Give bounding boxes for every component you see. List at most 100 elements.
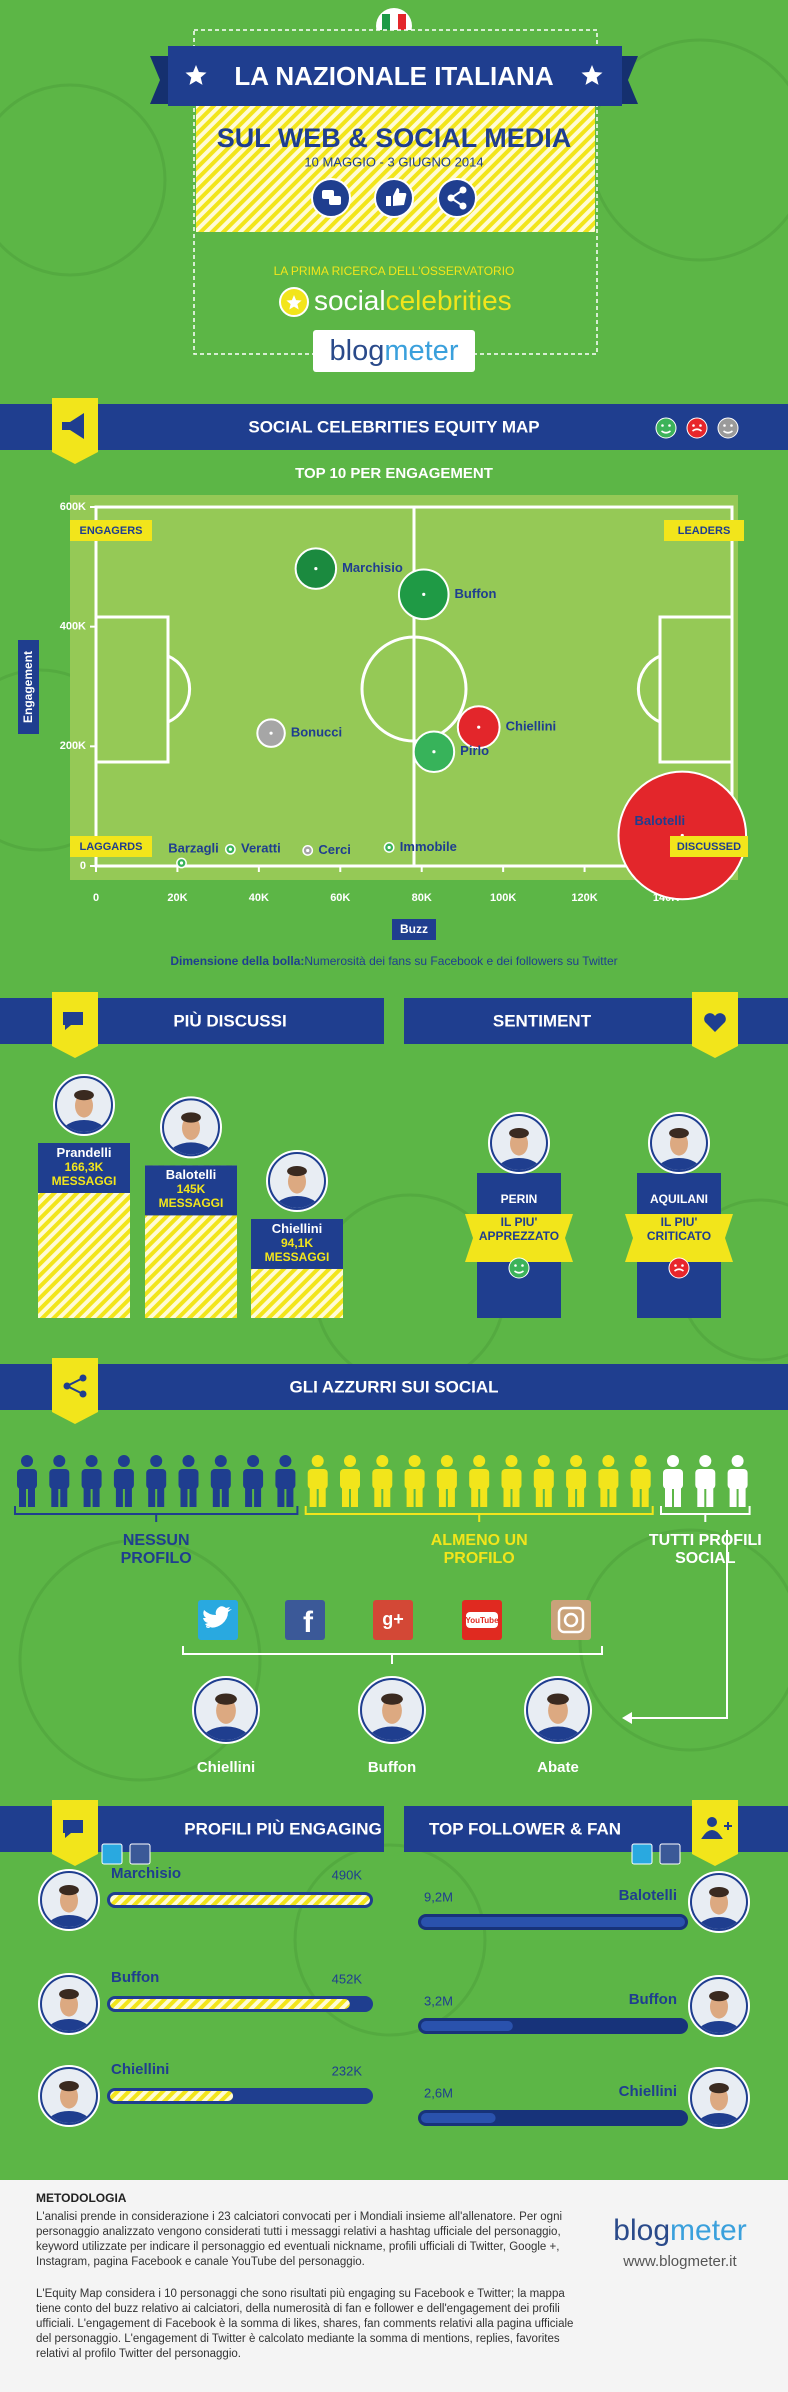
person-icon: [727, 1455, 748, 1507]
person-icon: [404, 1455, 425, 1507]
avatar: [38, 1869, 100, 1931]
person-icon: [598, 1455, 619, 1507]
person-icon: [113, 1455, 134, 1507]
person-head: [182, 1455, 195, 1467]
avatar-shirt: [61, 1120, 107, 1132]
person-leg: [544, 1487, 552, 1507]
person-leg: [729, 1487, 737, 1507]
sentiment-label: IL PIU' CRITICATO: [646, 1215, 712, 1243]
section-title: SOCIAL CELEBRITIES EQUITY MAP: [248, 417, 539, 436]
row-value-label: 9,2M: [424, 1889, 453, 1904]
row-name: Chiellini: [619, 2083, 677, 2100]
network-bracket: [182, 1646, 603, 1664]
smiley-mouth: [674, 1268, 684, 1272]
person-leg: [342, 1487, 349, 1507]
pitch-line: [658, 615, 734, 764]
avatar-hair: [381, 1693, 403, 1705]
person-body: [113, 1469, 134, 1489]
person-leg: [51, 1487, 59, 1507]
avatar-shirt: [46, 2019, 92, 2031]
bar-value-label: 145K: [176, 1182, 206, 1197]
quadrant-tag: [670, 836, 748, 857]
avatar-shirt: [696, 1917, 742, 1929]
person-body: [598, 1469, 619, 1489]
avatar: [53, 1074, 115, 1136]
smiley-eye: [681, 1264, 684, 1267]
person-leg: [480, 1487, 488, 1507]
avatar-photo: [42, 2069, 96, 2123]
user-icon: [707, 1817, 717, 1827]
person-leg: [124, 1487, 132, 1507]
logo: blogmeter: [330, 335, 459, 367]
person-body: [663, 1469, 683, 1489]
logo-part: meter: [670, 2214, 747, 2247]
person-icon: [146, 1455, 167, 1507]
person-head: [537, 1455, 550, 1467]
person-leg: [212, 1487, 220, 1507]
network-label: YouTube: [465, 1616, 499, 1625]
bubble-center: [314, 567, 318, 571]
person-body: [501, 1469, 522, 1489]
avatar: [688, 2067, 750, 2129]
pitch-line: [636, 654, 661, 724]
person-icon: [307, 1455, 328, 1507]
person-icon: [436, 1455, 457, 1507]
footer-logo: blogmeter: [613, 2214, 746, 2247]
pitch-line: [167, 654, 192, 724]
flag-red: [398, 14, 406, 38]
person-icon: [501, 1455, 522, 1507]
instagram-glyph: [557, 1606, 585, 1634]
section-title: TOP FOLLOWER & FAN: [429, 1819, 621, 1838]
logo-part: meter: [384, 335, 458, 367]
avatar-hair: [509, 1128, 529, 1139]
person-body: [340, 1469, 360, 1489]
bubble-center: [269, 731, 273, 735]
y-axis-title-box: [18, 640, 39, 734]
user-icon: [701, 1822, 732, 1839]
bar-label-box: [38, 1143, 130, 1193]
person-leg: [309, 1487, 317, 1507]
progress-bar: [110, 2091, 234, 2101]
avatar-hair: [547, 1693, 569, 1705]
avatar-hair: [74, 1090, 94, 1101]
bubble-label: Bonucci: [291, 725, 342, 740]
flag-white: [390, 14, 398, 38]
person-icon: [178, 1455, 199, 1507]
smiley: [508, 1257, 530, 1279]
avatar-hair: [59, 2081, 79, 2092]
bubble-center: [422, 592, 426, 596]
youtube-plate: [466, 1612, 498, 1628]
heart-icon: [704, 1013, 726, 1032]
x-axis-title-box: [392, 919, 436, 940]
chat-icon: [63, 1012, 83, 1030]
network-icon: [551, 1600, 591, 1640]
avatar-photo: [42, 1977, 96, 2031]
person-head: [602, 1455, 615, 1467]
row-value-label: 452K: [332, 1971, 363, 1986]
person-body: [210, 1469, 231, 1489]
player-name: Chiellini: [197, 1759, 255, 1776]
smiley: [655, 417, 677, 439]
person-body: [727, 1469, 748, 1489]
person-body: [178, 1469, 199, 1489]
bubble-center: [387, 845, 391, 850]
y-axis-title: Engagement: [21, 651, 35, 723]
person-head: [408, 1455, 421, 1467]
x-tick-label: 40K: [249, 892, 269, 904]
person-head: [699, 1455, 712, 1467]
person-head: [473, 1455, 486, 1467]
avatar-shirt: [533, 1726, 583, 1740]
avatar-hair: [709, 1991, 729, 2002]
avatar-shirt: [496, 1158, 542, 1170]
person-leg: [245, 1487, 253, 1507]
person-leg: [674, 1487, 681, 1507]
person-leg: [438, 1487, 446, 1507]
group-bracket: [660, 1506, 751, 1522]
section-banner: [0, 1364, 788, 1410]
person-icon: [469, 1455, 490, 1507]
person-body: [372, 1469, 393, 1489]
row-name: Balotelli: [619, 1887, 677, 1904]
bubble-label: Cerci: [318, 842, 351, 857]
avatar-hair: [287, 1165, 307, 1177]
person-leg: [641, 1487, 649, 1507]
